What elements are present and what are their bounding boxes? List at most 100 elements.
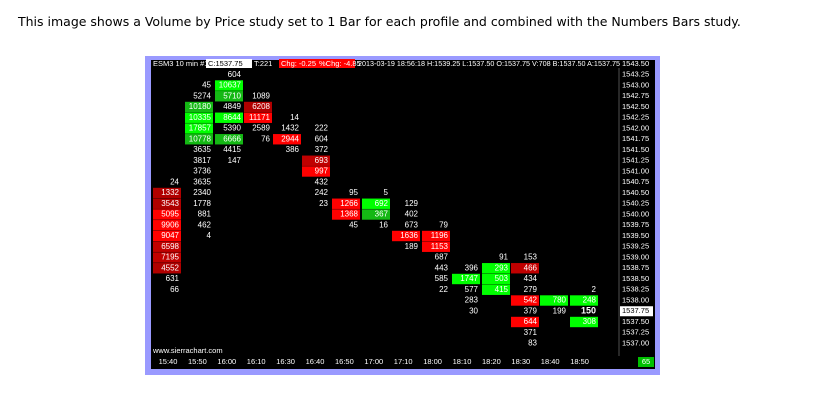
cell-value: 83 <box>528 339 537 348</box>
price-label: 1541.25 <box>622 156 649 165</box>
cell-value: 371 <box>524 328 538 337</box>
symbol: ESM3 10 min #1 <box>153 59 208 68</box>
cell-fill <box>273 134 301 145</box>
price-label: 1537.00 <box>622 338 649 347</box>
cell-fill <box>511 263 539 274</box>
cell-fill <box>185 101 213 113</box>
cell-fill <box>153 263 181 274</box>
cell-fill <box>153 252 181 263</box>
time-label: 15:40 <box>159 357 178 366</box>
cell-fill <box>215 112 243 123</box>
cell-value: 4552 <box>161 263 179 272</box>
close-box <box>206 59 252 68</box>
cell-value: 462 <box>198 220 212 229</box>
price-label: 1538.25 <box>622 285 649 294</box>
cell-value: 1636 <box>400 231 418 240</box>
price-label: 1538.75 <box>622 263 649 272</box>
cell-value: 16 <box>379 220 388 229</box>
cell-value: 3736 <box>193 167 211 176</box>
current-price-box <box>620 306 653 317</box>
info: 2013-03-19 18:56:18 H:1539.25 L:1537.50 … <box>358 59 620 68</box>
cell-value: 4415 <box>223 145 241 154</box>
cell-value: 3817 <box>193 156 211 165</box>
cell-value: 1432 <box>281 124 299 133</box>
cell-value: 308 <box>583 317 597 326</box>
cell-fill <box>185 123 213 134</box>
cell-value: 248 <box>583 296 597 305</box>
cell-value: 279 <box>524 285 538 294</box>
cell-value: 91 <box>499 253 508 262</box>
price-label: 1540.25 <box>622 199 649 208</box>
cell-fill <box>570 295 598 306</box>
cell-value: 1266 <box>340 199 358 208</box>
cell-value: 693 <box>315 156 329 165</box>
cell-value: 881 <box>198 210 212 219</box>
price-label: 1542.50 <box>622 102 649 111</box>
price-label: 1539.50 <box>622 231 649 240</box>
price-label: 1539.25 <box>622 242 649 251</box>
price-label: 1543.50 <box>622 59 649 68</box>
cell-value: 3635 <box>193 177 211 186</box>
corner-box <box>638 357 654 367</box>
cell-value: 3543 <box>161 199 179 208</box>
cell-value: 283 <box>465 296 479 305</box>
cell-value: 2 <box>592 285 597 294</box>
time-label: 18:20 <box>482 357 501 366</box>
cell-value: 23 <box>319 199 328 208</box>
cell-fill <box>153 241 181 252</box>
cell-fill <box>153 220 181 231</box>
cell-value: 402 <box>405 210 419 219</box>
price-label: 1542.25 <box>622 113 649 122</box>
time-label: 18:00 <box>423 357 442 366</box>
cell-value: 503 <box>495 274 509 283</box>
cell-value: 434 <box>524 274 538 283</box>
cell-value: 189 <box>405 242 419 251</box>
time-label: 15:50 <box>188 357 207 366</box>
change: Chg: -0.25 <box>281 59 316 68</box>
cell-value: 396 <box>465 263 479 272</box>
cell-value: 372 <box>315 145 329 154</box>
cell-value: 2340 <box>193 188 211 197</box>
cell-fill <box>332 209 360 220</box>
time-label: 18:10 <box>453 357 472 366</box>
cell-fill <box>570 316 598 328</box>
cell-value: 129 <box>405 199 419 208</box>
cell-fill <box>332 198 360 209</box>
cell-value: 432 <box>315 177 329 186</box>
time-label: 16:00 <box>217 357 236 366</box>
price-label: 1537.25 <box>622 328 649 337</box>
cell-value: 577 <box>465 285 479 294</box>
cell-fill <box>153 198 181 209</box>
cell-fill <box>215 134 243 145</box>
cell-fill <box>482 273 510 285</box>
time-label: 17:10 <box>394 357 413 366</box>
caption: This image shows a Volume by Price study… <box>17 14 741 29</box>
price-label: 1542.75 <box>622 91 649 100</box>
pct-change: %Chg: -4.85 <box>319 59 361 68</box>
cell-fill <box>362 198 390 209</box>
cell-value: 147 <box>228 156 242 165</box>
cell-value: 6666 <box>223 134 241 143</box>
cell-fill <box>244 112 272 123</box>
cell-value: 1153 <box>431 242 449 251</box>
cell-value: 30 <box>469 306 478 315</box>
price-label: 1542.00 <box>622 123 649 132</box>
cell-fill <box>153 230 181 242</box>
cell-value: 10335 <box>189 113 212 122</box>
cell-value: 7195 <box>161 253 179 262</box>
close: C:1537.75 <box>208 59 243 68</box>
cell-value: 9906 <box>161 220 179 229</box>
cell-value: 153 <box>524 253 538 262</box>
cell-value: 2589 <box>252 124 270 133</box>
cell-value: 5095 <box>161 210 179 219</box>
cell-value: 466 <box>524 263 538 272</box>
cell-value: 2944 <box>281 134 299 143</box>
price-label: 1543.25 <box>622 70 649 79</box>
cell-fill <box>153 209 181 220</box>
cell-value: 415 <box>495 285 509 294</box>
time-label: 16:10 <box>247 357 266 366</box>
cell-fill <box>511 295 539 306</box>
cell-fill <box>540 295 568 306</box>
cell-fill <box>392 230 420 242</box>
cell-fill <box>244 101 272 113</box>
